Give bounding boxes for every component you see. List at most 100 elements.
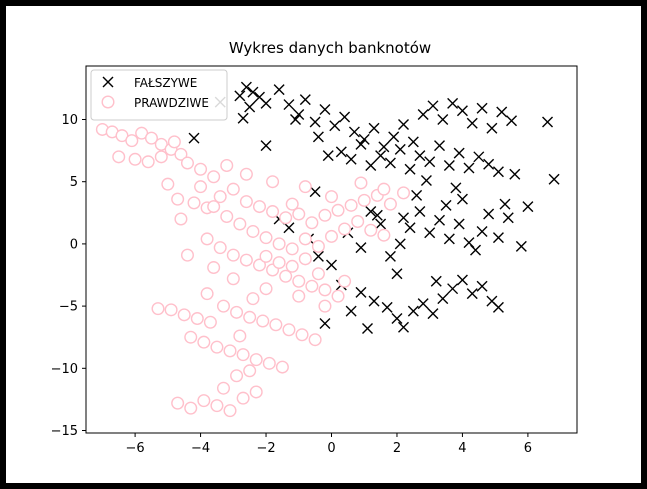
point-prawdziwe bbox=[171, 192, 185, 206]
point-prawdziwe bbox=[239, 195, 253, 209]
point-falszywe bbox=[326, 259, 337, 271]
point-falszywe bbox=[312, 250, 324, 262]
point-prawdziwe bbox=[338, 222, 352, 236]
point-falszywe bbox=[355, 242, 367, 254]
point-prawdziwe bbox=[269, 318, 283, 332]
point-prawdziwe bbox=[338, 274, 352, 288]
point-prawdziwe bbox=[220, 159, 234, 173]
point-falszywe bbox=[293, 109, 305, 121]
x-tick-label: 2 bbox=[393, 441, 401, 456]
point-prawdziwe bbox=[207, 170, 221, 184]
point-falszywe bbox=[427, 308, 439, 320]
point-prawdziwe bbox=[154, 150, 168, 164]
point-falszywe bbox=[368, 122, 380, 134]
point-prawdziwe bbox=[397, 186, 411, 200]
point-falszywe bbox=[375, 218, 387, 230]
point-falszywe bbox=[260, 97, 272, 109]
x-tick-label: −4 bbox=[191, 441, 210, 456]
point-prawdziwe bbox=[167, 135, 181, 149]
point-prawdziwe bbox=[357, 193, 371, 207]
point-falszywe bbox=[384, 250, 396, 262]
point-falszywe bbox=[299, 94, 311, 106]
point-prawdziwe bbox=[223, 344, 237, 358]
point-falszywe bbox=[434, 140, 446, 152]
point-falszywe bbox=[447, 97, 459, 109]
point-prawdziwe bbox=[197, 335, 211, 349]
point-falszywe bbox=[492, 232, 504, 244]
point-falszywe bbox=[476, 102, 488, 114]
point-falszywe bbox=[486, 122, 498, 134]
point-falszywe bbox=[283, 99, 295, 111]
point-falszywe bbox=[453, 218, 465, 230]
point-prawdziwe bbox=[331, 203, 345, 217]
point-falszywe bbox=[368, 295, 380, 307]
point-prawdziwe bbox=[272, 237, 286, 251]
point-prawdziwe bbox=[292, 207, 306, 221]
point-prawdziwe bbox=[141, 155, 155, 169]
point-falszywe bbox=[548, 173, 560, 185]
point-prawdziwe bbox=[112, 150, 126, 164]
point-prawdziwe bbox=[305, 279, 319, 293]
point-falszywe bbox=[466, 117, 478, 129]
point-prawdziwe bbox=[285, 242, 299, 256]
point-prawdziwe bbox=[207, 261, 221, 275]
point-falszywe bbox=[427, 100, 439, 112]
point-falszywe bbox=[188, 132, 200, 144]
point-prawdziwe bbox=[239, 167, 253, 181]
point-prawdziwe bbox=[180, 156, 194, 170]
point-prawdziwe bbox=[318, 283, 332, 297]
point-prawdziwe bbox=[177, 308, 191, 322]
point-prawdziwe bbox=[184, 401, 198, 415]
point-prawdziwe bbox=[256, 314, 270, 328]
point-prawdziwe bbox=[259, 282, 273, 296]
point-falszywe bbox=[384, 157, 396, 169]
point-prawdziwe bbox=[298, 252, 312, 266]
point-prawdziwe bbox=[239, 253, 253, 267]
point-falszywe bbox=[404, 163, 416, 175]
point-prawdziwe bbox=[249, 353, 263, 367]
point-falszywe bbox=[430, 275, 442, 287]
point-prawdziwe bbox=[266, 175, 280, 189]
point-falszywe bbox=[388, 131, 400, 143]
point-falszywe bbox=[407, 136, 419, 148]
point-prawdziwe bbox=[272, 256, 286, 270]
point-prawdziwe bbox=[210, 399, 224, 413]
point-prawdziwe bbox=[295, 328, 309, 342]
point-falszywe bbox=[365, 160, 377, 172]
point-falszywe bbox=[289, 113, 301, 125]
point-falszywe bbox=[496, 106, 508, 118]
legend-marker-x-icon bbox=[102, 76, 114, 88]
point-falszywe bbox=[398, 212, 410, 224]
point-prawdziwe bbox=[262, 356, 276, 370]
point-prawdziwe bbox=[233, 217, 247, 231]
point-falszywe bbox=[345, 305, 357, 317]
legend: FAŁSZYWE PRAWDZIWE bbox=[90, 69, 228, 121]
x-tick-label: 0 bbox=[327, 441, 335, 456]
point-falszywe bbox=[362, 323, 374, 334]
point-falszywe bbox=[502, 212, 514, 224]
point-prawdziwe bbox=[194, 180, 208, 194]
legend-label-falszywe: FAŁSZYWE bbox=[134, 76, 197, 90]
point-prawdziwe bbox=[318, 208, 332, 222]
point-falszywe bbox=[411, 189, 423, 201]
point-prawdziwe bbox=[246, 224, 260, 238]
point-falszywe bbox=[447, 283, 459, 295]
point-falszywe bbox=[358, 133, 370, 145]
point-falszywe bbox=[407, 305, 419, 317]
point-falszywe bbox=[476, 280, 488, 292]
point-falszywe bbox=[391, 313, 403, 325]
point-prawdziwe bbox=[305, 216, 319, 230]
point-prawdziwe bbox=[252, 258, 266, 272]
point-prawdziwe bbox=[174, 147, 188, 161]
x-tick-label: −2 bbox=[256, 441, 275, 456]
point-prawdziwe bbox=[216, 381, 230, 395]
point-prawdziwe bbox=[226, 248, 240, 262]
point-falszywe bbox=[394, 238, 406, 250]
point-falszywe bbox=[319, 104, 331, 116]
legend-marker-circle-icon bbox=[101, 95, 115, 109]
point-prawdziwe bbox=[325, 190, 339, 204]
point-prawdziwe bbox=[311, 239, 325, 253]
point-prawdziwe bbox=[174, 212, 188, 226]
point-prawdziwe bbox=[279, 269, 293, 283]
point-falszywe bbox=[456, 105, 468, 117]
